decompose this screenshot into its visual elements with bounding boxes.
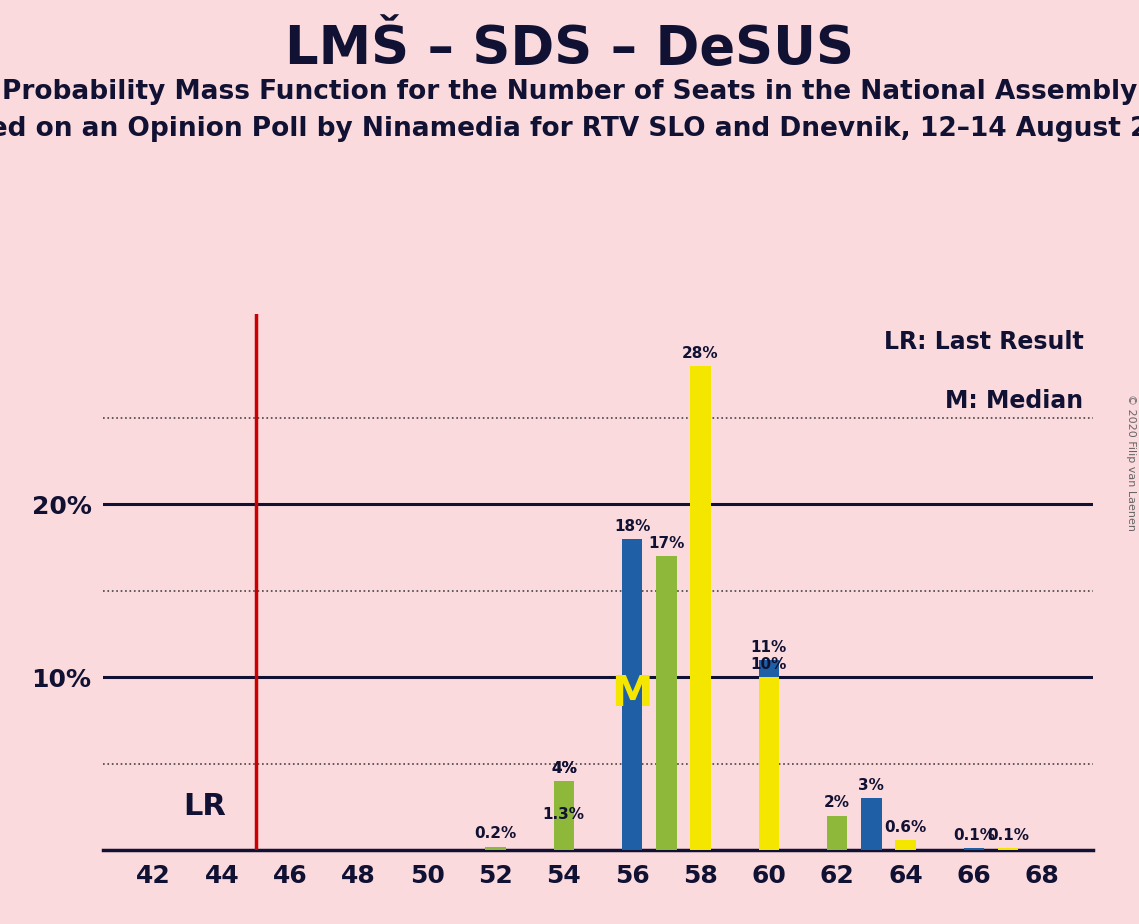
Bar xyxy=(895,840,916,850)
Text: 4%: 4% xyxy=(551,760,576,776)
Text: 1.3%: 1.3% xyxy=(543,808,584,822)
Text: 0.6%: 0.6% xyxy=(884,820,927,834)
Bar xyxy=(554,828,574,850)
Bar xyxy=(998,848,1018,850)
Text: 17%: 17% xyxy=(648,536,685,551)
Text: Probability Mass Function for the Number of Seats in the National Assembly: Probability Mass Function for the Number… xyxy=(2,79,1137,104)
Text: 2%: 2% xyxy=(825,796,850,810)
Text: LR: LR xyxy=(183,793,227,821)
Bar xyxy=(759,677,779,850)
Text: 11%: 11% xyxy=(751,639,787,655)
Text: 3%: 3% xyxy=(859,778,884,793)
Text: 0.2%: 0.2% xyxy=(474,826,517,842)
Text: 18%: 18% xyxy=(614,518,650,534)
Bar xyxy=(485,846,506,850)
Bar xyxy=(827,816,847,850)
Text: 0.1%: 0.1% xyxy=(953,828,994,844)
Text: 28%: 28% xyxy=(682,346,719,361)
Bar xyxy=(554,781,574,850)
Text: LMŠ – SDS – DeSUS: LMŠ – SDS – DeSUS xyxy=(285,23,854,75)
Text: © 2020 Filip van Laenen: © 2020 Filip van Laenen xyxy=(1126,394,1136,530)
Text: M: M xyxy=(612,674,653,715)
Bar xyxy=(554,781,574,850)
Bar xyxy=(759,660,779,850)
Text: Based on an Opinion Poll by Ninamedia for RTV SLO and Dnevnik, 12–14 August 2019: Based on an Opinion Poll by Ninamedia fo… xyxy=(0,116,1139,141)
Bar xyxy=(964,848,984,850)
Text: 10%: 10% xyxy=(751,657,787,672)
Bar xyxy=(656,556,677,850)
Text: LR: Last Result: LR: Last Result xyxy=(884,330,1083,354)
Bar xyxy=(622,539,642,850)
Bar xyxy=(861,798,882,850)
Text: 0.1%: 0.1% xyxy=(988,828,1029,844)
Bar xyxy=(690,366,711,850)
Text: M: Median: M: Median xyxy=(945,389,1083,413)
Text: 4%: 4% xyxy=(551,760,576,776)
